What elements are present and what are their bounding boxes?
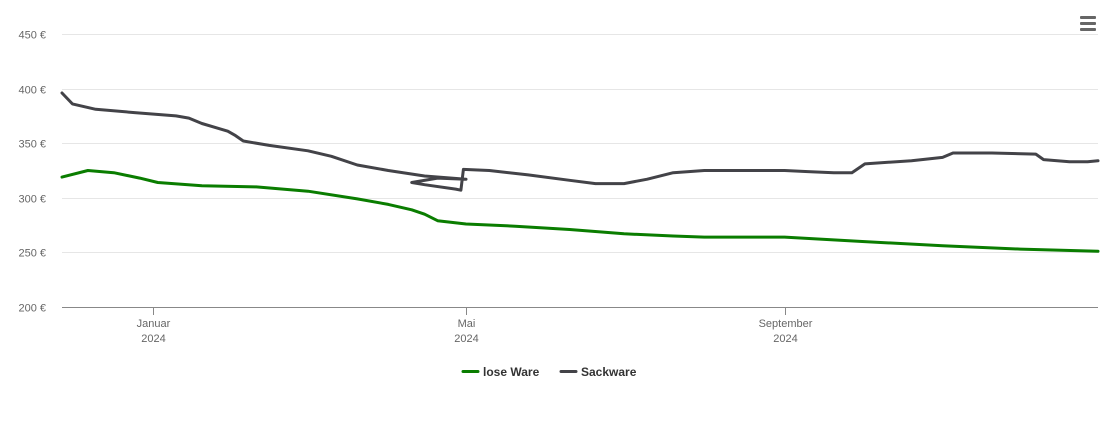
x-tick-label-year: 2024 [141,333,165,345]
series-line-lose-ware [60,169,1100,253]
legend-label: Sackware [581,365,637,379]
gridlines [62,34,1098,253]
y-tick-label: 200 € [18,303,46,315]
y-tick-label: 450 € [18,30,46,42]
legend-label: lose Ware [483,365,540,379]
y-tick-label: 400 € [18,85,46,97]
y-tick-label: 300 € [18,194,46,206]
x-tick-label-year: 2024 [454,333,478,345]
axes: 200 € 250 € 300 € 350 € 400 € 450 € Januar 2024… [18,30,1098,345]
series-line-sackware [60,91,1100,192]
x-tick-label: Januar [137,318,171,330]
y-tick-label: 350 € [18,139,46,151]
y-tick-label: 250 € [18,248,46,260]
x-tick-label: Mai [458,318,476,330]
x-tick-label: September [759,318,813,330]
legend: lose Ware Sackware [461,365,637,379]
chart-menu-icon[interactable] [1076,12,1100,34]
legend-item: lose Ware [461,365,540,379]
legend-item: Sackware [559,365,637,379]
x-tick-label-year: 2024 [773,333,797,345]
series-lines [60,91,1100,253]
